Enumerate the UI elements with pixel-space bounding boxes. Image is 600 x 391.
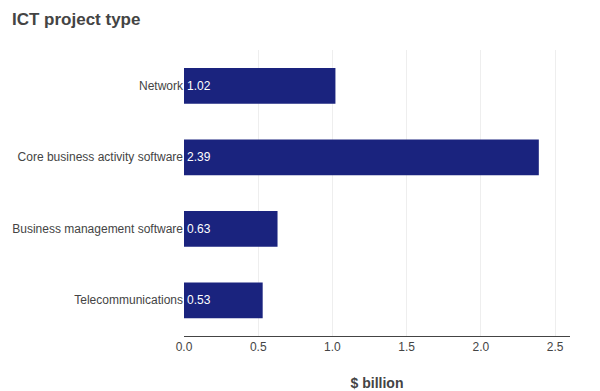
- svg-text:2.5: 2.5: [547, 340, 564, 354]
- svg-text:2.0: 2.0: [473, 340, 490, 354]
- svg-text:Telecommunications: Telecommunications: [74, 293, 183, 307]
- svg-text:$ billion: $ billion: [351, 375, 404, 391]
- svg-text:1.0: 1.0: [324, 340, 341, 354]
- svg-text:Network: Network: [139, 79, 184, 93]
- svg-text:ICT project type: ICT project type: [12, 10, 140, 29]
- svg-text:0.5: 0.5: [250, 340, 267, 354]
- svg-text:1.5: 1.5: [398, 340, 415, 354]
- svg-text:Business management software: Business management software: [12, 222, 183, 236]
- svg-text:0.63: 0.63: [187, 222, 211, 236]
- svg-text:1.02: 1.02: [187, 79, 211, 93]
- svg-text:0.0: 0.0: [176, 340, 193, 354]
- svg-text:0.53: 0.53: [187, 293, 211, 307]
- svg-text:Core business activity softwar: Core business activity software: [18, 150, 184, 164]
- svg-text:2.39: 2.39: [187, 150, 211, 164]
